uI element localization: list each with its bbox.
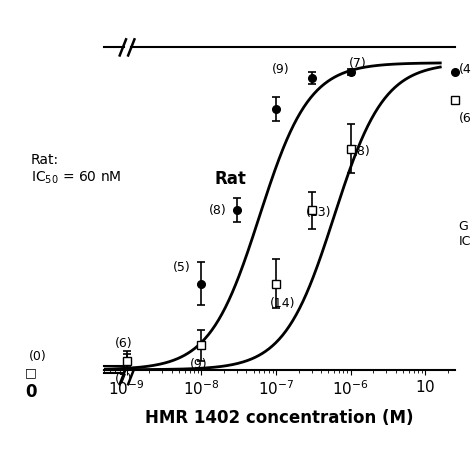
Text: (13): (13) — [306, 206, 331, 219]
Text: □: □ — [25, 366, 36, 380]
Text: (6): (6) — [115, 337, 133, 350]
Text: G
IC: G IC — [458, 220, 471, 248]
Text: (5): (5) — [173, 261, 191, 273]
Text: (9): (9) — [190, 358, 208, 371]
Text: (8): (8) — [353, 145, 371, 158]
Text: (7): (7) — [349, 57, 366, 70]
Text: 0: 0 — [25, 383, 36, 401]
Text: (8): (8) — [209, 204, 227, 217]
Text: (4: (4 — [458, 64, 471, 76]
Text: (9): (9) — [272, 63, 290, 76]
Text: Rat: Rat — [215, 170, 246, 188]
X-axis label: HMR 1402 concentration (M): HMR 1402 concentration (M) — [146, 409, 414, 427]
Text: (14): (14) — [270, 297, 296, 310]
Text: (7): (7) — [115, 374, 133, 386]
Text: Rat:
IC$_{50}$ = 60 nM: Rat: IC$_{50}$ = 60 nM — [31, 154, 121, 186]
Text: (0): (0) — [29, 350, 46, 364]
Text: (6: (6 — [458, 112, 471, 125]
